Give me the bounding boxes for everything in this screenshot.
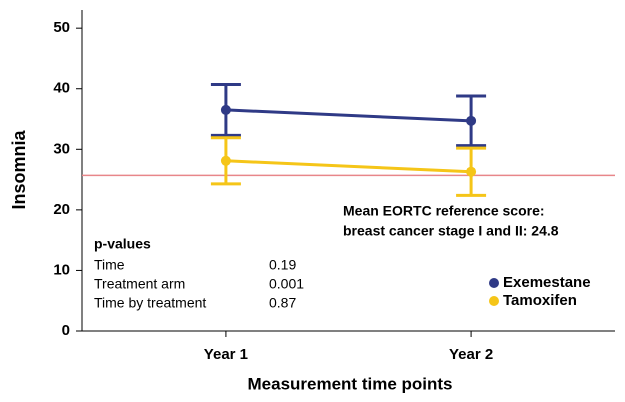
legend-label: Exemestane [503, 274, 591, 291]
legend-marker [489, 296, 499, 306]
pvalues-cell: 0.19 [269, 257, 296, 273]
marker [466, 115, 477, 126]
y-tick-label: 10 [53, 261, 70, 278]
marker [466, 166, 477, 177]
y-tick-label: 40 [53, 80, 70, 97]
pvalues-cell: 0.001 [269, 276, 304, 292]
pvalues-cell: Time by treatment [94, 295, 206, 311]
y-tick-label: 50 [53, 19, 70, 36]
y-tick-label: 30 [53, 140, 70, 157]
y-tick-label: 0 [62, 322, 70, 339]
pvalues-title: p-values [94, 236, 151, 252]
legend-marker [489, 278, 499, 288]
pvalues-cell: Treatment arm [94, 276, 185, 292]
marker [220, 104, 231, 115]
pvalues-cell: Time [94, 257, 125, 273]
reference-label: breast cancer stage I and II: 24.8 [343, 223, 559, 239]
y-axis-title: Insomnia [9, 130, 29, 210]
marker [220, 155, 231, 166]
reference-label: Mean EORTC reference score: [343, 203, 545, 219]
series-line [225, 108, 472, 123]
pvalues-cell: 0.87 [269, 295, 296, 311]
x-axis-title: Measurement time points [248, 374, 453, 393]
x-tick-label: Year 1 [204, 346, 248, 363]
y-tick-label: 20 [53, 201, 70, 218]
legend-label: Tamoxifen [503, 292, 577, 309]
series-line [225, 159, 472, 174]
x-tick-label: Year 2 [449, 346, 493, 363]
